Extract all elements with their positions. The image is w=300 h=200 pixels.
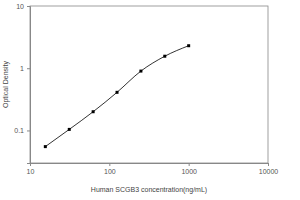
y-axis: 0.1 1 10	[14, 3, 30, 164]
tick: 10	[16, 3, 30, 10]
x-axis: 10 100 1000 10000	[27, 163, 279, 175]
plot: 10 100 1000 10000 0.1 1 10	[14, 3, 278, 175]
tick-mark	[109, 163, 110, 166]
tick-label: 100	[104, 168, 116, 175]
tick-mark	[189, 163, 190, 166]
tick-mark	[27, 6, 30, 7]
marker	[68, 128, 71, 131]
chart: 10 100 1000 10000 0.1 1 10 Human SCGB3 concentr…	[0, 0, 300, 200]
tick-label: 10000	[259, 168, 279, 175]
plot-frame	[30, 6, 268, 163]
tick: 0.1	[14, 127, 30, 134]
data-layer	[44, 44, 190, 148]
axis-line	[27, 7, 31, 164]
y-axis-title: Optical Density	[2, 60, 10, 108]
tick: 10000	[259, 163, 279, 175]
curve	[45, 46, 188, 147]
tick-label: 1	[20, 65, 24, 72]
x-axis-title: Human SCGB3 concentration(ng/mL)	[91, 186, 207, 194]
tick: 100	[104, 163, 116, 175]
marker	[139, 70, 142, 73]
tick: 1	[20, 65, 30, 72]
tick: 10	[27, 163, 35, 175]
tick-mark	[268, 163, 269, 166]
marker	[116, 91, 119, 94]
tick-mark	[27, 130, 30, 131]
marker	[163, 55, 166, 58]
marker	[44, 145, 47, 148]
axis-line	[31, 164, 269, 167]
tick-label: 0.1	[14, 127, 24, 134]
marker	[187, 44, 190, 47]
tick-label: 10	[16, 3, 24, 10]
tick-label: 1000	[181, 168, 197, 175]
tick-label: 10	[27, 168, 35, 175]
tick-mark	[27, 68, 30, 69]
tick: 1000	[181, 163, 197, 175]
marker	[92, 110, 95, 113]
